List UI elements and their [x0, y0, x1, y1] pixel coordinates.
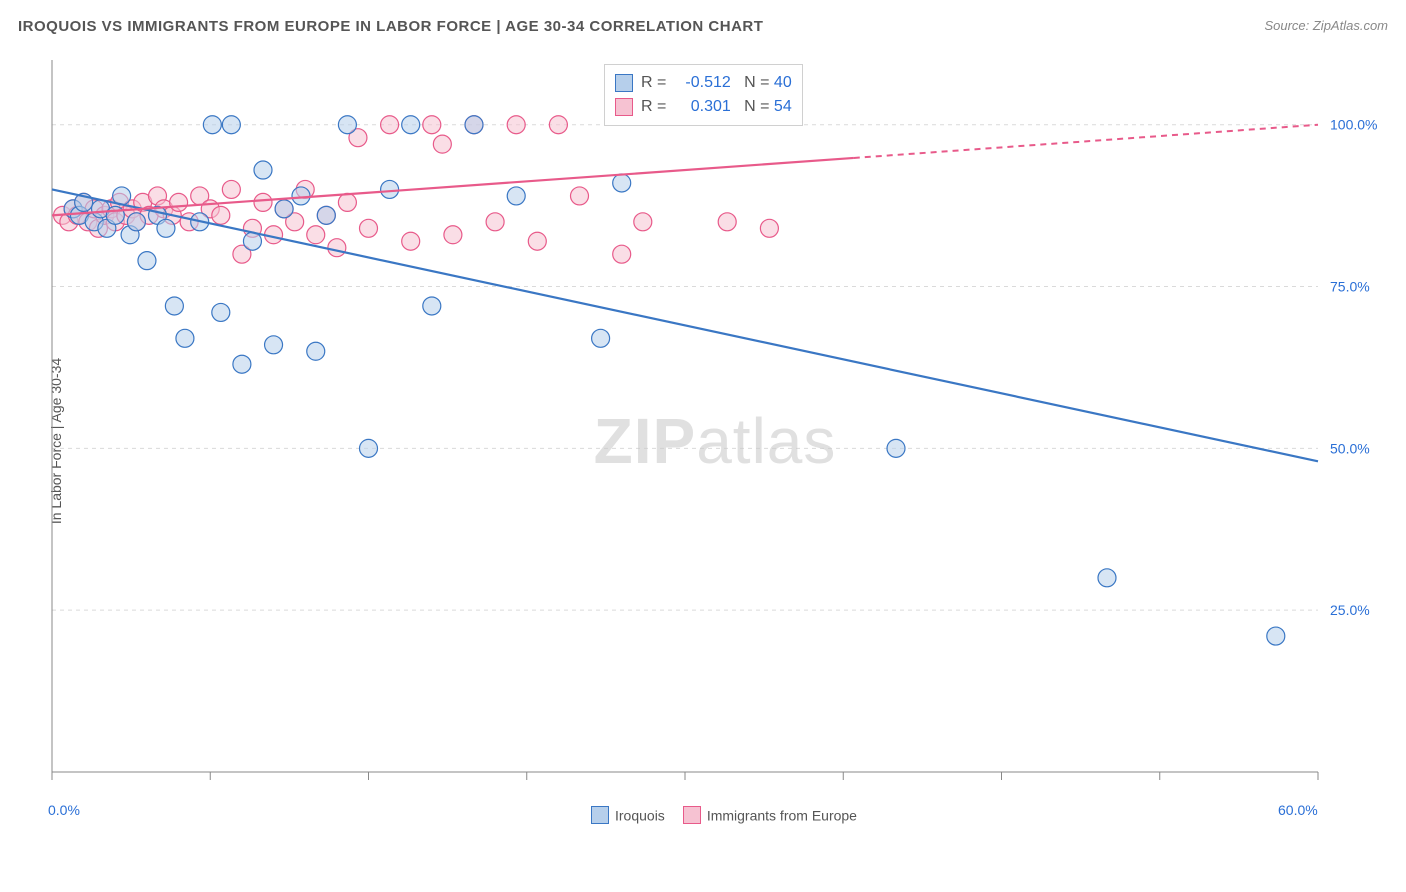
legend-label-blue: Iroquois [615, 807, 665, 823]
chart-source: Source: ZipAtlas.com [1264, 18, 1388, 33]
legend-swatch-blue [591, 806, 609, 824]
svg-text:75.0%: 75.0% [1330, 279, 1370, 295]
svg-text:100.0%: 100.0% [1330, 117, 1377, 133]
footer-legend: Iroquois Immigrants from Europe [42, 806, 1388, 824]
chart-title: IROQUOIS VS IMMIGRANTS FROM EUROPE IN LA… [18, 18, 763, 35]
legend-label-pink: Immigrants from Europe [707, 807, 857, 823]
scatter-plot-svg: 25.0% 50.0% 75.0% 100.0% [42, 50, 1388, 832]
stats-row-blue: R = -0.512 N = 40 [615, 71, 792, 95]
chart-container: IROQUOIS VS IMMIGRANTS FROM EUROPE IN LA… [0, 0, 1406, 892]
svg-text:50.0%: 50.0% [1330, 440, 1370, 456]
stats-legend-box: R = -0.512 N = 40R = 0.301 N = 54 [604, 64, 803, 126]
plot-area: In Labor Force | Age 30-34 25.0%50.0%75.… [42, 50, 1388, 832]
legend-swatch-pink [683, 806, 701, 824]
chart-header: IROQUOIS VS IMMIGRANTS FROM EUROPE IN LA… [18, 18, 1388, 38]
stats-row-pink: R = 0.301 N = 54 [615, 95, 792, 119]
svg-text:25.0%: 25.0% [1330, 602, 1370, 618]
